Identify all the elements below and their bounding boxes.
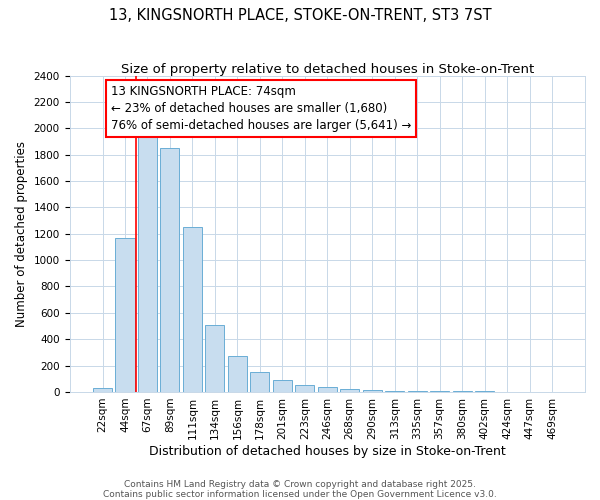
- Bar: [205, 324, 224, 392]
- Bar: [115, 238, 134, 392]
- Bar: [183, 227, 202, 392]
- Bar: [318, 386, 337, 392]
- Bar: [407, 391, 427, 392]
- Bar: [362, 390, 382, 392]
- Text: Contains HM Land Registry data © Crown copyright and database right 2025.
Contai: Contains HM Land Registry data © Crown c…: [103, 480, 497, 499]
- Title: Size of property relative to detached houses in Stoke-on-Trent: Size of property relative to detached ho…: [121, 62, 534, 76]
- Bar: [250, 372, 269, 392]
- Bar: [138, 131, 157, 392]
- Y-axis label: Number of detached properties: Number of detached properties: [15, 140, 28, 326]
- Text: 13, KINGSNORTH PLACE, STOKE-ON-TRENT, ST3 7ST: 13, KINGSNORTH PLACE, STOKE-ON-TRENT, ST…: [109, 8, 491, 22]
- Bar: [160, 148, 179, 392]
- Bar: [93, 388, 112, 392]
- Bar: [340, 390, 359, 392]
- Bar: [273, 380, 292, 392]
- Bar: [228, 356, 247, 392]
- Bar: [385, 390, 404, 392]
- Text: 13 KINGSNORTH PLACE: 74sqm
← 23% of detached houses are smaller (1,680)
76% of s: 13 KINGSNORTH PLACE: 74sqm ← 23% of deta…: [111, 85, 411, 132]
- Bar: [295, 386, 314, 392]
- X-axis label: Distribution of detached houses by size in Stoke-on-Trent: Distribution of detached houses by size …: [149, 444, 506, 458]
